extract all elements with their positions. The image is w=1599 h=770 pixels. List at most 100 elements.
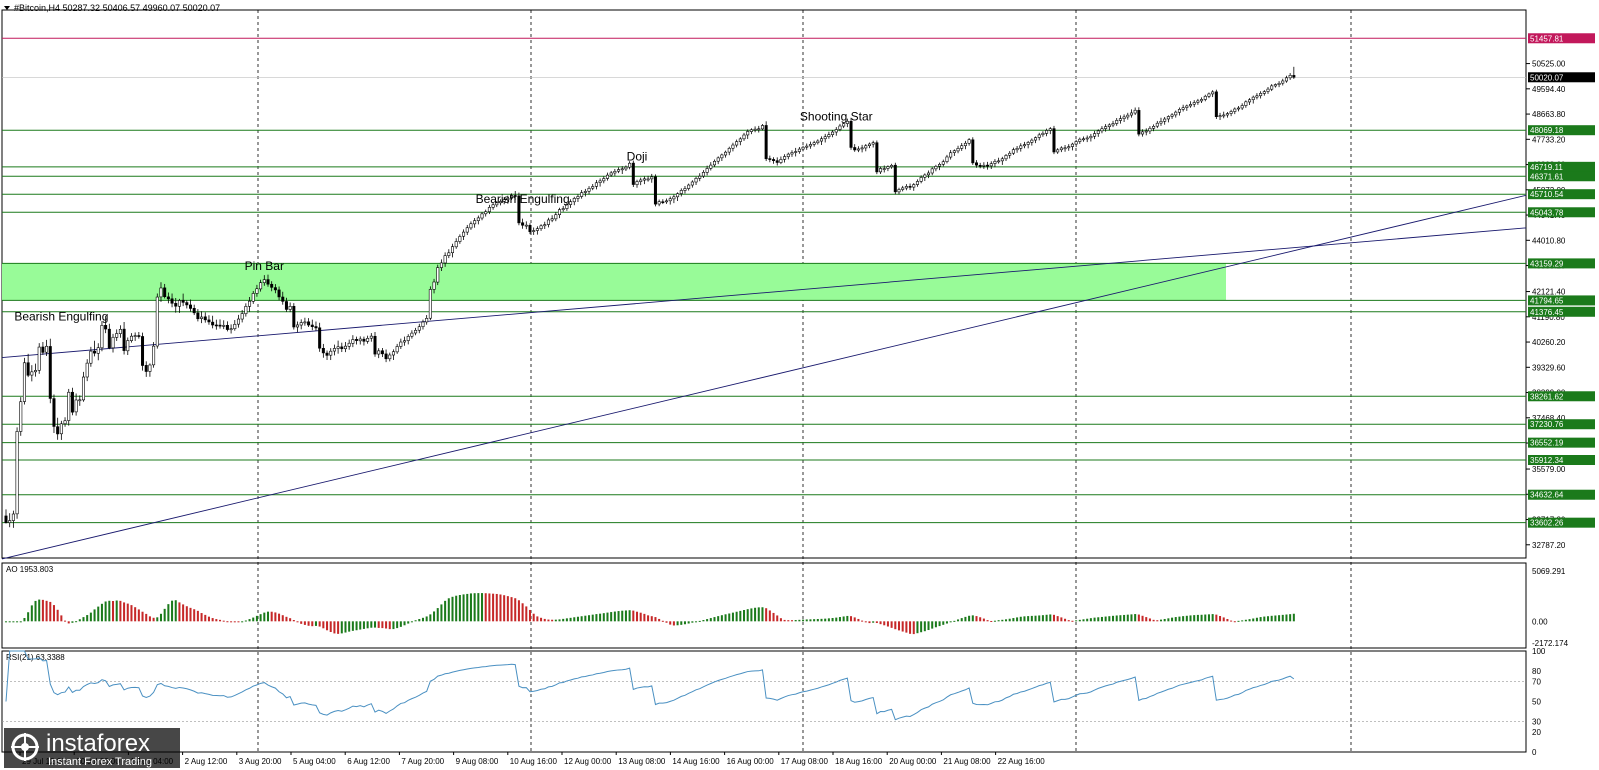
ao-bar	[1237, 620, 1240, 622]
ao-bar	[215, 619, 218, 622]
candle-body	[458, 236, 462, 242]
candle-body	[1211, 91, 1215, 95]
candle	[576, 194, 580, 203]
candle-body	[233, 323, 237, 330]
candle-body	[772, 159, 776, 161]
candle-body	[207, 319, 211, 323]
ao-bar	[606, 612, 609, 622]
candle-body	[388, 354, 392, 360]
ao-bar	[222, 620, 225, 622]
candle	[982, 162, 986, 169]
candle	[867, 142, 871, 149]
candle-body	[550, 218, 554, 221]
candle-body	[517, 195, 521, 224]
candle-body	[321, 347, 325, 354]
ao-bar	[938, 621, 941, 627]
candle	[185, 300, 189, 309]
ao-bar	[739, 610, 742, 622]
level-badge	[1528, 189, 1595, 200]
ao-bar	[1219, 616, 1222, 622]
candle	[399, 338, 403, 350]
candle	[391, 349, 395, 360]
ao-bar	[171, 600, 174, 622]
candle	[59, 420, 63, 440]
candle	[1166, 115, 1170, 123]
candle	[986, 161, 990, 170]
candle	[1155, 120, 1159, 129]
candle-body	[528, 225, 532, 232]
candle	[1292, 66, 1296, 79]
candle	[104, 315, 108, 334]
candle	[447, 249, 451, 259]
ao-bar	[89, 612, 92, 622]
candle	[262, 275, 266, 286]
candle-body	[225, 324, 229, 330]
candle-body	[912, 184, 916, 188]
candle	[757, 125, 761, 133]
candle-body	[185, 302, 189, 306]
candle	[794, 147, 798, 157]
candle	[1284, 75, 1288, 83]
level-badge	[1528, 437, 1595, 448]
ao-bar	[8, 621, 11, 623]
candle	[653, 174, 657, 207]
candle-body	[952, 150, 956, 153]
candle-body	[218, 324, 222, 327]
ao-bar	[757, 607, 760, 622]
ao-bar	[864, 621, 867, 623]
candle	[724, 150, 728, 158]
candle-body	[783, 156, 787, 160]
candle	[746, 129, 750, 139]
ao-bar	[551, 619, 554, 622]
ao-bar	[846, 615, 849, 622]
level-badge-label: 36552.19	[1530, 439, 1564, 448]
ao-bar	[152, 617, 155, 622]
candle	[772, 157, 776, 164]
candle-body	[1104, 126, 1108, 129]
candle-body	[927, 172, 931, 176]
candle-body	[727, 147, 731, 153]
candle	[565, 202, 569, 211]
candle	[923, 173, 927, 181]
ao-bar	[252, 617, 255, 622]
ao-bar	[920, 621, 923, 633]
ao-bar	[1241, 620, 1244, 622]
ao-bar	[278, 613, 281, 622]
candle-body	[820, 138, 824, 142]
candle-body	[1030, 139, 1034, 143]
candle	[296, 321, 300, 333]
ao-bar	[193, 609, 196, 622]
candle	[321, 343, 325, 358]
candle-body	[974, 162, 978, 166]
candle	[561, 205, 565, 212]
candle-body	[506, 198, 510, 200]
candle	[41, 342, 45, 355]
candle	[1089, 133, 1093, 142]
ao-bar	[318, 621, 321, 627]
pattern-annotation: Bearish Engulfing	[476, 192, 570, 206]
candle	[229, 324, 233, 334]
level-badge	[1528, 295, 1595, 306]
ao-bar	[137, 609, 140, 622]
candle	[1203, 94, 1207, 102]
candle-body	[273, 287, 277, 291]
candle	[901, 185, 905, 192]
ao-bar	[901, 621, 904, 632]
ao-bar	[1222, 617, 1225, 622]
ao-bar	[1126, 614, 1129, 622]
candle-body	[450, 246, 454, 254]
candle	[177, 298, 181, 313]
candle	[432, 278, 436, 294]
candle-body	[177, 300, 181, 307]
candle-body	[602, 178, 606, 182]
candle-body	[236, 318, 240, 325]
candle	[211, 315, 215, 329]
ao-bar	[540, 617, 543, 622]
ao-bar	[447, 598, 450, 622]
ao-bar	[1115, 615, 1118, 622]
candle	[336, 340, 340, 354]
candle-body	[842, 123, 846, 127]
candle-body	[930, 168, 934, 174]
ao-bar	[348, 621, 351, 632]
